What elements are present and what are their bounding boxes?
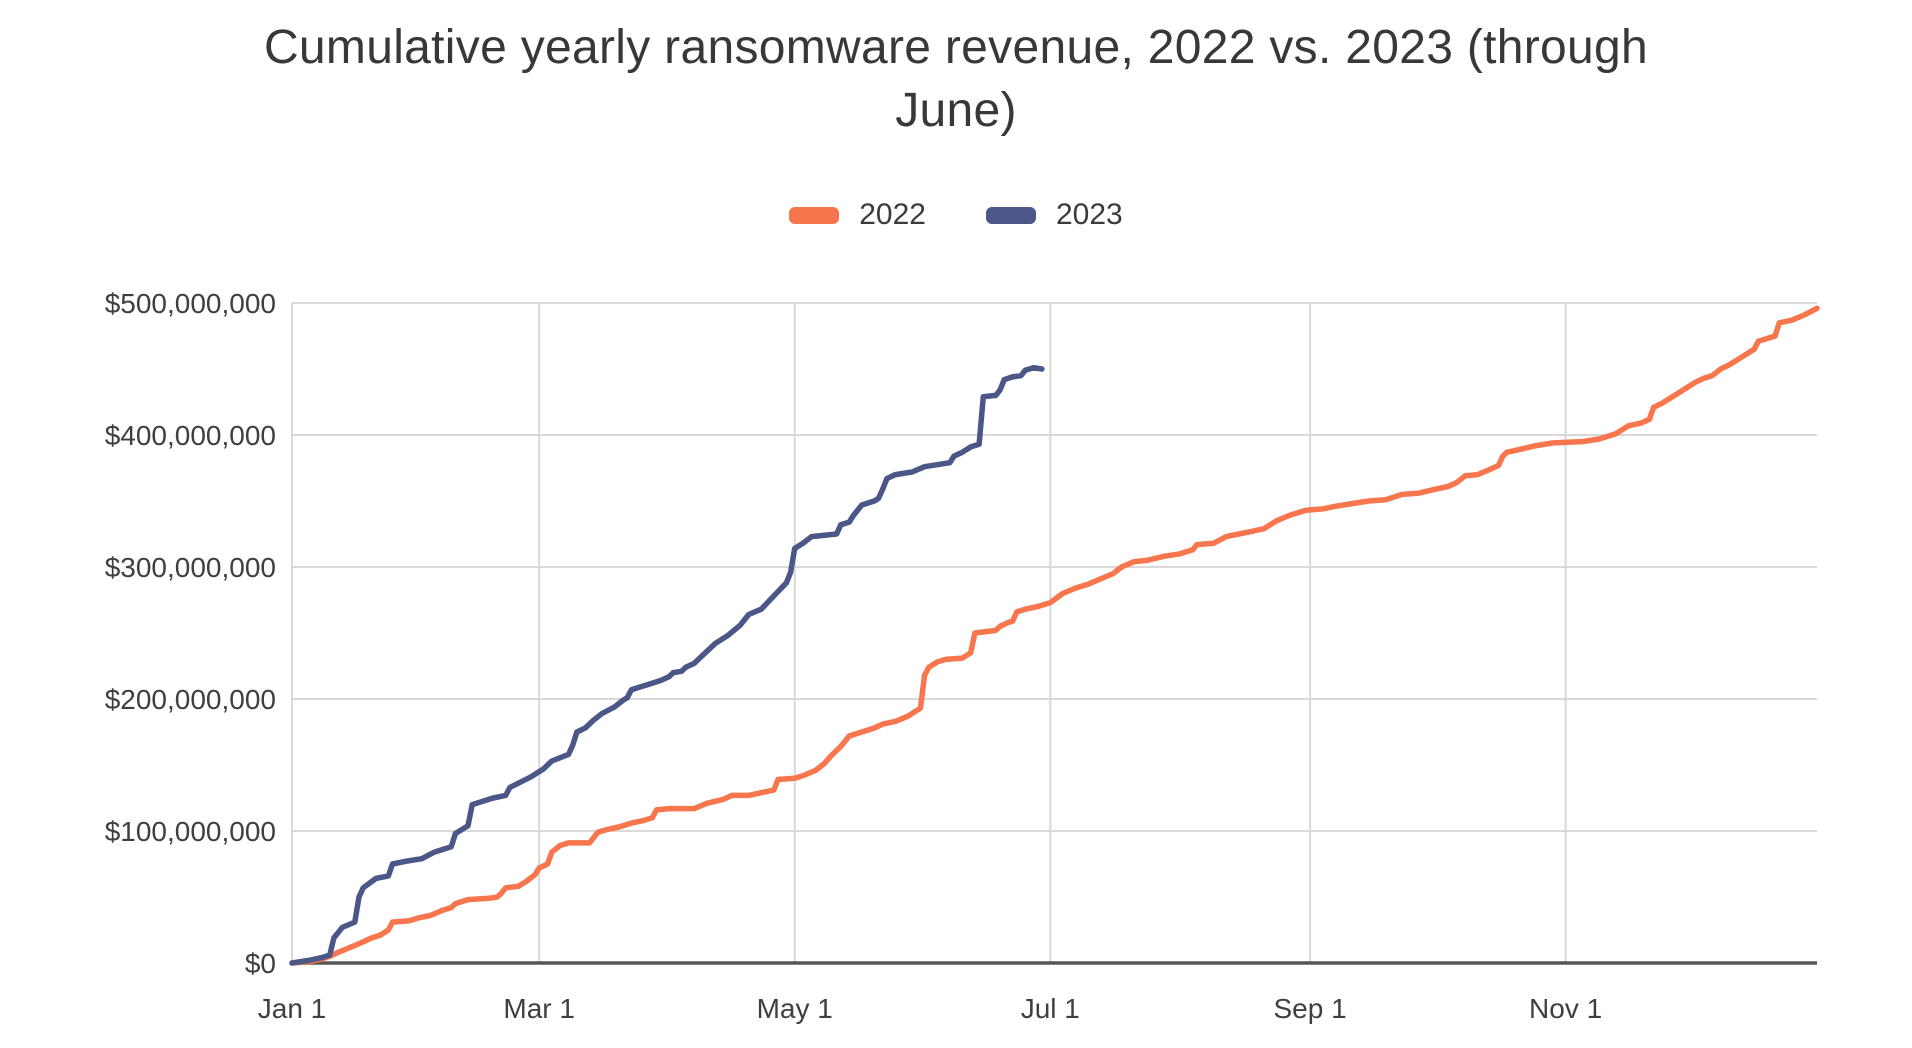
legend-item-2022: 2022 bbox=[789, 198, 926, 232]
series-line-2023 bbox=[289, 364, 1045, 966]
x-tick-label: Sep 1 bbox=[1273, 993, 1346, 1024]
x-tick-label: Nov 1 bbox=[1529, 993, 1602, 1024]
legend-swatch-2022 bbox=[789, 206, 840, 224]
legend-label-2023: 2023 bbox=[1056, 198, 1123, 231]
y-tick-label: $500,000,000 bbox=[105, 288, 276, 319]
y-tick-label: $400,000,000 bbox=[105, 420, 276, 451]
legend-swatch-2023 bbox=[986, 206, 1036, 224]
legend: 2022 2023 bbox=[0, 198, 1912, 232]
y-tick-label: $300,000,000 bbox=[105, 552, 276, 583]
x-tick-label: Jul 1 bbox=[1021, 993, 1080, 1024]
series-line-2022 bbox=[289, 305, 1820, 966]
chart-title-line1: Cumulative yearly ransomware revenue, 20… bbox=[263, 21, 1649, 74]
y-tick-label: $200,000,000 bbox=[105, 684, 276, 715]
legend-label-2022: 2022 bbox=[859, 198, 926, 231]
chart-title: Cumulative yearly ransomware revenue, 20… bbox=[0, 16, 1912, 143]
y-tick-label: $100,000,000 bbox=[105, 816, 276, 847]
y-tick-label: $0 bbox=[245, 948, 276, 979]
x-tick-label: Jan 1 bbox=[258, 993, 327, 1024]
x-tick-label: May 1 bbox=[757, 993, 833, 1024]
legend-item-2023: 2023 bbox=[986, 198, 1123, 232]
x-tick-label: Mar 1 bbox=[503, 993, 575, 1024]
chart-title-line2: June) bbox=[895, 84, 1017, 138]
